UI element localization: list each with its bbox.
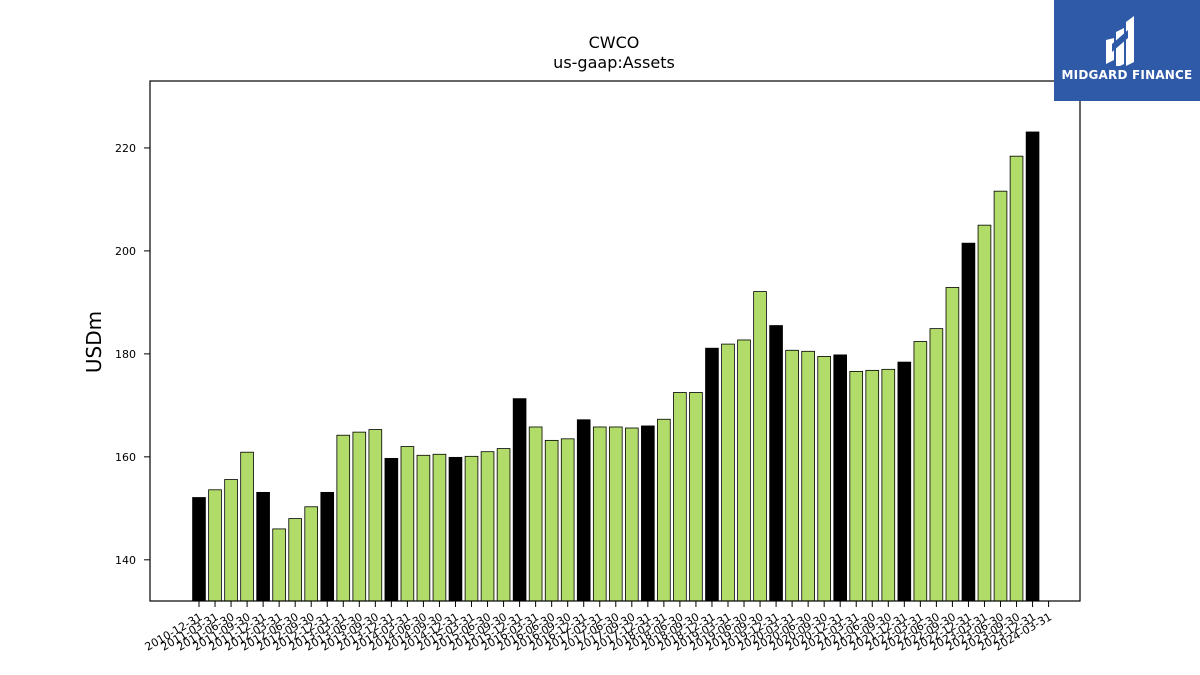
bar-2011-09-30 [240, 451, 254, 602]
midgard-finance-logo: MIDGARD FINANCE [1054, 0, 1200, 101]
bar-2015-03-31 [464, 455, 479, 602]
bar-2022-12-31 [961, 242, 976, 602]
bar-2018-12-31 [705, 347, 719, 602]
bar-2023-03-31 [977, 224, 992, 602]
bar-2013-09-30 [368, 429, 383, 602]
y-tick-label: 220 [115, 142, 136, 155]
bar-2017-06-30 [608, 426, 623, 602]
bar-2019-09-30 [753, 291, 767, 602]
y-tick-label: 180 [115, 348, 136, 361]
bar-2018-09-30 [689, 392, 703, 602]
bar-2018-06-30 [673, 392, 687, 602]
bar-2010-12-31 [192, 497, 206, 602]
bar-2011-03-31 [208, 489, 222, 602]
bar-2021-09-30 [881, 368, 896, 602]
bar-2014-06-30 [416, 454, 431, 602]
bar-2016-12-31 [576, 419, 591, 602]
bar-2020-09-30 [817, 356, 831, 602]
x-ticks-group: 2010-12-312011-03-312011-06-302011-09-30… [143, 601, 1054, 654]
bar-2012-12-31 [320, 491, 335, 602]
bar-2014-12-31 [448, 456, 463, 602]
bar-2020-03-31 [785, 349, 799, 602]
y-tick-label: 200 [115, 245, 136, 258]
bar-2019-12-31 [769, 325, 783, 602]
bar-2013-12-31 [384, 457, 399, 602]
bar-2013-06-30 [352, 431, 367, 602]
bar-2014-09-30 [432, 453, 447, 602]
bar-2016-06-30 [544, 439, 559, 602]
chart-title: CWCO [589, 33, 640, 52]
bar-2017-12-31 [641, 425, 655, 602]
logo-brand-text: MIDGARD FINANCE [1061, 68, 1193, 82]
bar-2023-06-30 [993, 190, 1008, 602]
bar-2022-06-30 [929, 328, 944, 602]
bar-2020-12-31 [833, 354, 847, 602]
bar-2014-03-31 [400, 446, 415, 602]
bar-2017-03-31 [592, 426, 607, 602]
bar-2017-09-30 [625, 427, 639, 602]
bar-2013-03-31 [336, 434, 351, 602]
y-tick-label: 160 [115, 451, 136, 464]
bar-2015-09-30 [496, 448, 511, 602]
bar-2015-12-31 [512, 398, 527, 602]
bar-2016-03-31 [528, 426, 543, 602]
bar-2016-09-30 [560, 438, 575, 602]
bar-2011-12-31 [256, 491, 270, 602]
bar-2020-06-30 [801, 350, 815, 602]
chart-subtitle: us-gaap:Assets [553, 53, 675, 72]
y-ticks-group: 140 160 180 200 220 [115, 142, 150, 567]
bar-2011-06-30 [224, 479, 238, 602]
bar-2022-03-31 [913, 341, 928, 602]
bars-group [192, 131, 1040, 602]
bar-2022-09-30 [945, 287, 960, 602]
bar-2015-06-30 [480, 451, 495, 602]
bar-2019-03-31 [721, 343, 735, 602]
bar-2023-09-30 [1009, 155, 1024, 602]
bar-2021-03-31 [849, 370, 864, 602]
y-axis-label: USDm [82, 311, 106, 373]
bar-2012-09-30 [304, 506, 319, 602]
bar-2023-12-31 [1025, 131, 1040, 602]
plot-frame [149, 80, 1081, 602]
bar-2012-03-31 [272, 528, 286, 602]
bar-2021-12-31 [897, 361, 912, 602]
bar-2012-06-30 [288, 518, 302, 602]
bar-2018-03-31 [657, 418, 671, 602]
midgard-logo-icon [1106, 16, 1134, 66]
bar-2021-06-30 [865, 369, 880, 602]
bar-2019-06-30 [737, 339, 751, 602]
y-tick-label: 140 [115, 554, 136, 567]
